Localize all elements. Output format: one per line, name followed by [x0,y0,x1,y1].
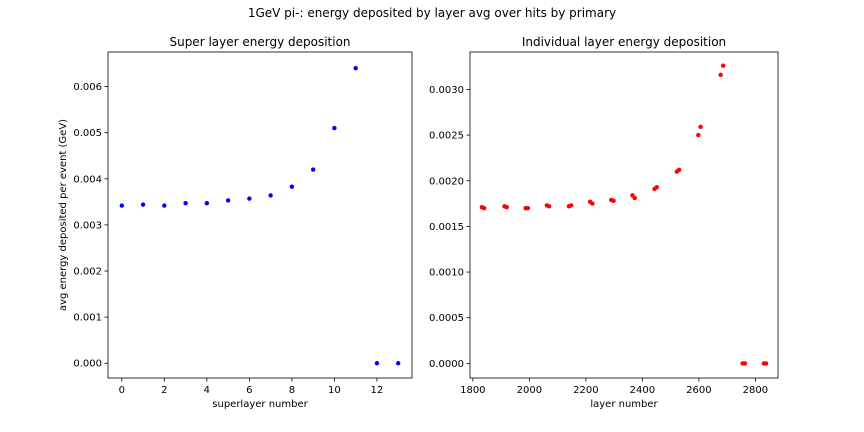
x-tick-label: 12 [371,385,384,396]
y-tick-label: 0.004 [73,174,102,185]
y-tick-label: 0.0015 [429,222,464,233]
figure-title: 1GeV pi-: energy deposited by layer avg … [247,6,617,20]
x-tick-label: 2400 [630,385,655,396]
y-tick-label: 0.0010 [429,268,464,279]
data-point [140,202,146,207]
data-point [225,198,231,203]
panel-title: Individual layer energy deposition [522,35,726,49]
data-point [310,167,316,172]
data-point [332,125,337,131]
y-tick-label: 0.006 [73,82,102,93]
x-tick-label: 1800 [460,385,485,396]
y-tick-label: 0.0020 [429,176,464,187]
individual-layer-panel: Individual layer energy deposition 1800 20… [429,35,779,410]
data-point [481,205,487,211]
y-tick-label: 0.002 [73,267,102,278]
y-tick-label: 0.001 [73,313,102,324]
data-point [374,361,380,366]
plot-frame [469,51,779,379]
data-point [119,203,125,208]
data-point [654,184,659,190]
data-point [720,63,726,68]
data-point [162,203,167,208]
x-axis-label: superlayer number [212,399,308,410]
data-point [718,72,723,78]
x-tick-label: 2200 [573,385,598,396]
y-tick-label: 0.0030 [429,85,464,96]
x-tick-label: 2 [161,385,167,396]
panel-title: Super layer energy deposition [169,35,350,49]
data-point [763,361,769,366]
data-point [568,203,574,208]
y-tick-label: 0.0025 [429,131,464,142]
y-tick-label: 0.0005 [429,313,464,324]
x-tick-label: 8 [289,385,295,396]
y-tick-label: 0.003 [73,220,102,231]
y-tick-label: 0.0000 [429,359,464,370]
x-axis-label: layer number [590,399,658,410]
data-point [395,361,401,366]
data-point [353,65,358,71]
data-point [742,361,748,366]
plot-frame [107,51,413,379]
y-axis-label: avg energy deposited per event (GeV) [58,119,69,311]
data-point [698,124,703,130]
x-tick-label: 2000 [517,385,542,396]
data-point [611,198,616,204]
data-point [204,201,210,206]
data-point [504,205,509,210]
data-point [632,195,637,201]
y-tick-label: 0.000 [73,359,102,370]
data-point [676,167,682,172]
data-point [546,204,552,209]
data-point [590,201,595,206]
data-point [525,205,531,211]
x-tick-label: 2600 [686,385,711,396]
data-point [247,196,252,201]
x-tick-label: 0 [119,385,125,396]
x-tick-label: 10 [328,385,341,396]
data-point [183,201,188,206]
x-tick-label: 6 [246,385,252,396]
y-tick-label: 0.005 [73,128,102,139]
data-point [289,184,295,189]
x-tick-label: 2800 [743,385,768,396]
x-tick-label: 4 [204,385,210,396]
super-layer-panel: Super layer energy deposition 0 2 4 6 8 10 12 0.… [58,35,413,410]
data-point [696,132,701,138]
data-point [268,193,273,198]
